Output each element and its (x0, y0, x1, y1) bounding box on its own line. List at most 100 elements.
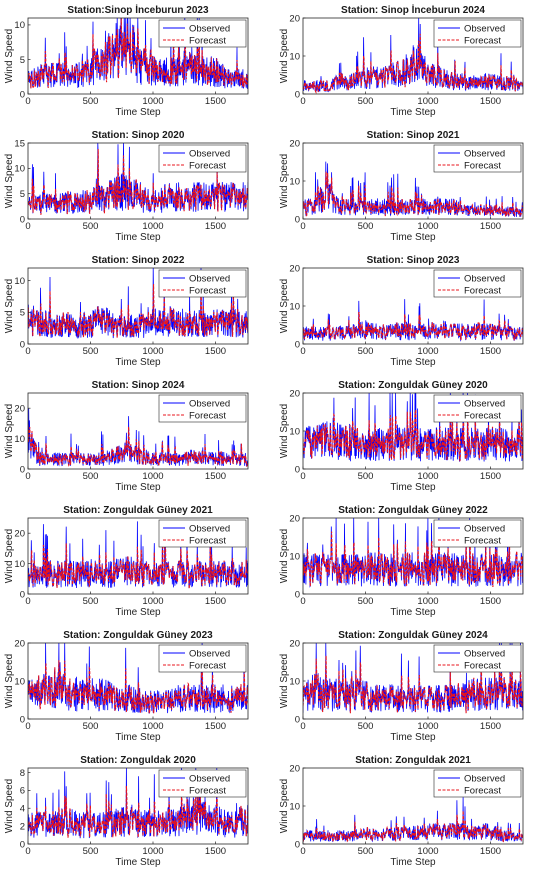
x-tick-label: 500 (83, 721, 99, 732)
x-axis-label: Time Step (390, 607, 436, 618)
chart-svg-11: Station: Zonguldak Güney 2023 0 500 1000 150… (4, 630, 249, 743)
chart-svg-6: Station: Sinop 2023 0 500 1000 1500 0 10 20 Time… (279, 255, 524, 368)
x-tick-label: 1500 (205, 596, 226, 607)
y-tick-label: 10 (289, 551, 300, 562)
y-axis-label: Wind Speed (279, 654, 290, 708)
y-tick-label: 0 (295, 589, 300, 600)
x-tick-label: 1000 (417, 471, 438, 482)
chart-svg-9: Station: Zonguldak Güney 2021 0 500 1000 150… (4, 505, 249, 618)
chart-panel-10: Station: Zonguldak Güney 2022 0 500 1000 150… (275, 500, 550, 625)
x-tick-label: 0 (300, 721, 305, 732)
legend-forecast-label: Forecast (189, 535, 226, 546)
forecast-series-line (28, 785, 248, 838)
legend-forecast-label: Forecast (464, 285, 501, 296)
x-tick-label: 500 (358, 346, 374, 357)
x-tick-label: 1000 (142, 346, 163, 357)
x-tick-label: 1500 (205, 471, 226, 482)
chart-panel-7: Station: Sinop 2024 0 500 1000 1500 0 10 20 Time… (0, 375, 275, 500)
axes-box (27, 17, 249, 95)
y-tick-label: 0 (295, 839, 300, 850)
y-axis-label: Wind Speed (4, 404, 15, 458)
y-axis-label: Wind Speed (279, 779, 290, 833)
x-tick-label: 0 (300, 471, 305, 482)
y-tick-label: 10 (289, 301, 300, 312)
y-tick-label: 0 (295, 339, 300, 350)
chart-title: Station: Sinop 2023 (367, 255, 460, 266)
x-axis-label: Time Step (390, 107, 436, 118)
chart-title: Station: Zonguldak Güney 2021 (63, 505, 213, 516)
x-tick-label: 1000 (142, 596, 163, 607)
y-tick-label: 0 (20, 589, 25, 600)
y-tick-label: 10 (289, 426, 300, 437)
chart-title: Station:Sinop İnceburun 2023 (67, 3, 209, 16)
x-tick-label: 1000 (142, 471, 163, 482)
forecast-series-line (28, 424, 248, 468)
legend-forecast-label: Forecast (189, 785, 226, 796)
x-tick-label: 0 (25, 96, 30, 107)
y-tick-label: 10 (14, 434, 25, 445)
forecast-series-line (28, 537, 248, 589)
y-tick-label: 0 (20, 839, 25, 850)
x-tick-label: 0 (300, 221, 305, 232)
chart-title: Station: Sinop 2024 (92, 380, 185, 391)
x-axis-label: Time Step (390, 232, 436, 243)
x-tick-label: 1000 (417, 346, 438, 357)
x-tick-label: 500 (358, 846, 374, 857)
x-tick-label: 500 (83, 96, 99, 107)
y-tick-label: 5 (20, 308, 25, 319)
axes-box (27, 392, 249, 470)
legend-forecast-label: Forecast (189, 160, 226, 171)
legend-observed-label: Observed (189, 773, 230, 784)
legend-observed-label: Observed (189, 398, 230, 409)
y-tick-label: 20 (289, 388, 300, 399)
y-tick-label: 0 (20, 214, 25, 225)
legend-observed-label: Observed (464, 398, 505, 409)
chart-panel-2: Station: Sinop İnceburun 2024 0 500 1000 150… (275, 0, 550, 125)
axes-box (27, 142, 249, 220)
x-tick-label: 1000 (417, 846, 438, 857)
x-axis-label: Time Step (390, 357, 436, 368)
x-tick-label: 1500 (205, 846, 226, 857)
y-tick-label: 20 (289, 13, 300, 24)
chart-panel-9: Station: Zonguldak Güney 2021 0 500 1000 150… (0, 500, 275, 625)
legend-observed-label: Observed (189, 23, 230, 34)
chart-title: Station: Zonguldak Güney 2024 (338, 630, 488, 641)
forecast-series-line (303, 531, 523, 588)
forecast-series-line (303, 171, 523, 217)
y-axis-label: Wind Speed (4, 29, 15, 83)
x-tick-label: 0 (25, 846, 30, 857)
x-tick-label: 1500 (480, 471, 501, 482)
y-axis-label: Wind Speed (279, 404, 290, 458)
x-axis-label: Time Step (115, 607, 161, 618)
x-tick-label: 0 (300, 96, 305, 107)
y-tick-label: 4 (20, 804, 25, 815)
x-tick-label: 1500 (480, 96, 501, 107)
legend-observed-label: Observed (464, 648, 505, 659)
y-tick-label: 5 (20, 55, 25, 66)
x-tick-label: 0 (25, 221, 30, 232)
chart-svg-10: Station: Zonguldak Güney 2022 0 500 1000 150… (279, 505, 524, 618)
x-tick-label: 1500 (205, 721, 226, 732)
y-tick-label: 10 (14, 559, 25, 570)
legend-observed-label: Observed (464, 273, 505, 284)
y-tick-label: 10 (289, 676, 300, 687)
observed-series-line (28, 643, 248, 714)
forecast-series-line (303, 33, 523, 94)
x-tick-label: 0 (300, 596, 305, 607)
x-tick-label: 500 (358, 96, 374, 107)
chart-panel-13: Station: Zonguldak 2020 0 500 1000 1500 0 2 4 6 8… (0, 750, 275, 875)
chart-panel-12: Station: Zonguldak Güney 2024 0 500 1000 150… (275, 625, 550, 750)
legend-forecast-label: Forecast (464, 660, 501, 671)
x-tick-label: 500 (358, 721, 374, 732)
y-tick-label: 6 (20, 786, 25, 797)
y-tick-label: 0 (295, 464, 300, 475)
legend-observed-label: Observed (189, 523, 230, 534)
y-tick-label: 10 (14, 20, 25, 31)
legend-forecast-label: Forecast (189, 410, 226, 421)
observed-series-line (28, 768, 248, 839)
